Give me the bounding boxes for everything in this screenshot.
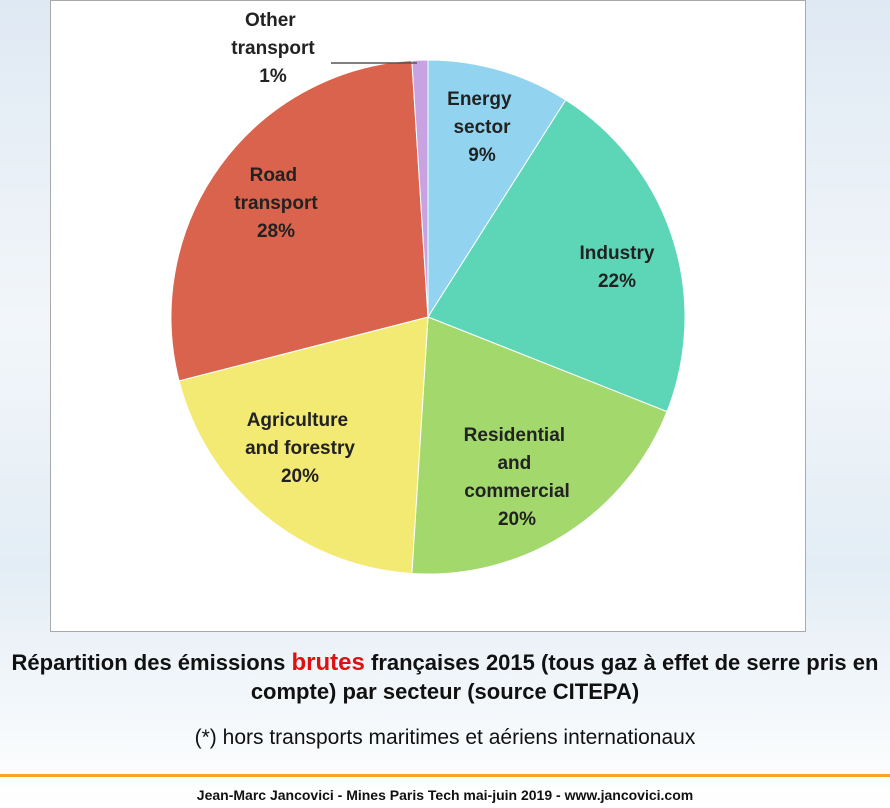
- chart: Energy sector 9% Industry 22% Residential an…: [170, 10, 686, 575]
- note: (*) hors transports maritimes et aériens…: [194, 726, 696, 749]
- pie-slice: [427, 59, 567, 319]
- slice-value-label: 1%: [259, 66, 287, 87]
- slice-label: Road transport: [234, 165, 318, 214]
- separator: [0, 774, 890, 777]
- slice-value-label: 20%: [281, 466, 319, 487]
- slice-label: Residential and commercial: [464, 425, 571, 502]
- slice-value-label: 20%: [498, 509, 536, 530]
- caption-text: Répartition des émissions: [11, 650, 292, 675]
- caption-highlight: brutes: [291, 649, 365, 676]
- caption: Répartition des émissions brutes françai…: [10, 648, 880, 706]
- caption-text: françaises 2015 (tous gaz à effet de ser…: [250, 650, 879, 704]
- slice-label: Other transport: [231, 10, 315, 59]
- pie-slice: [411, 59, 429, 318]
- slice-value-label: 28%: [257, 221, 295, 242]
- slice-value-label: 22%: [598, 271, 636, 292]
- slice-value-label: 9%: [468, 145, 496, 166]
- slice-label: Industry: [580, 243, 655, 264]
- pie-slice: [411, 316, 668, 575]
- slice-label: Energy sector: [447, 89, 517, 138]
- pie-slice: [170, 59, 429, 382]
- chart-panel: Energy sector 9% Industry 22% Residential an…: [50, 0, 806, 632]
- footer: Jean-Marc Jancovici - Mines Paris Tech m…: [196, 787, 694, 803]
- pie-slice: [178, 316, 429, 575]
- slice-label: Agriculture and forestry: [245, 410, 355, 459]
- pie-slice: [427, 99, 686, 413]
